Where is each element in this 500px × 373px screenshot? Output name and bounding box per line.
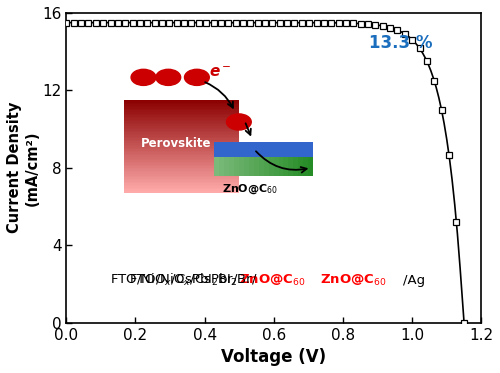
Y-axis label: Current Density
(mA/cm²): Current Density (mA/cm²) <box>7 102 40 233</box>
Text: 13.3 %: 13.3 % <box>368 34 432 52</box>
Text: ZnO@C$_{60}$: ZnO@C$_{60}$ <box>320 273 387 288</box>
Text: FTO/NiO$_x$/CsPbI$_2$Br/: FTO/NiO$_x$/CsPbI$_2$Br/ <box>128 272 258 288</box>
Text: ZnO@C$_{60}$: ZnO@C$_{60}$ <box>239 273 306 288</box>
Text: /Ag: /Ag <box>403 273 425 286</box>
Text: FTO/NiO$_x$/CsPbI$_2$Br/: FTO/NiO$_x$/CsPbI$_2$Br/ <box>110 272 239 288</box>
X-axis label: Voltage (V): Voltage (V) <box>221 348 326 366</box>
